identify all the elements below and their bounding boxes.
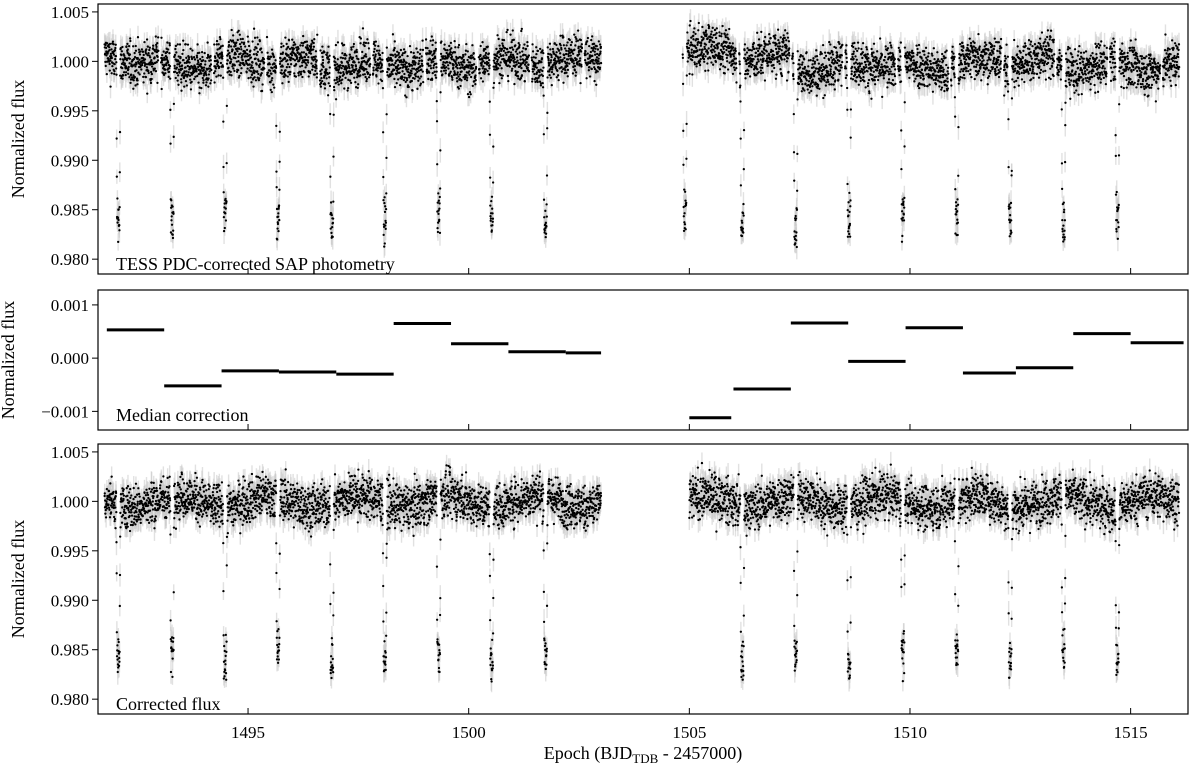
raw-flux-points — [103, 9, 1180, 259]
